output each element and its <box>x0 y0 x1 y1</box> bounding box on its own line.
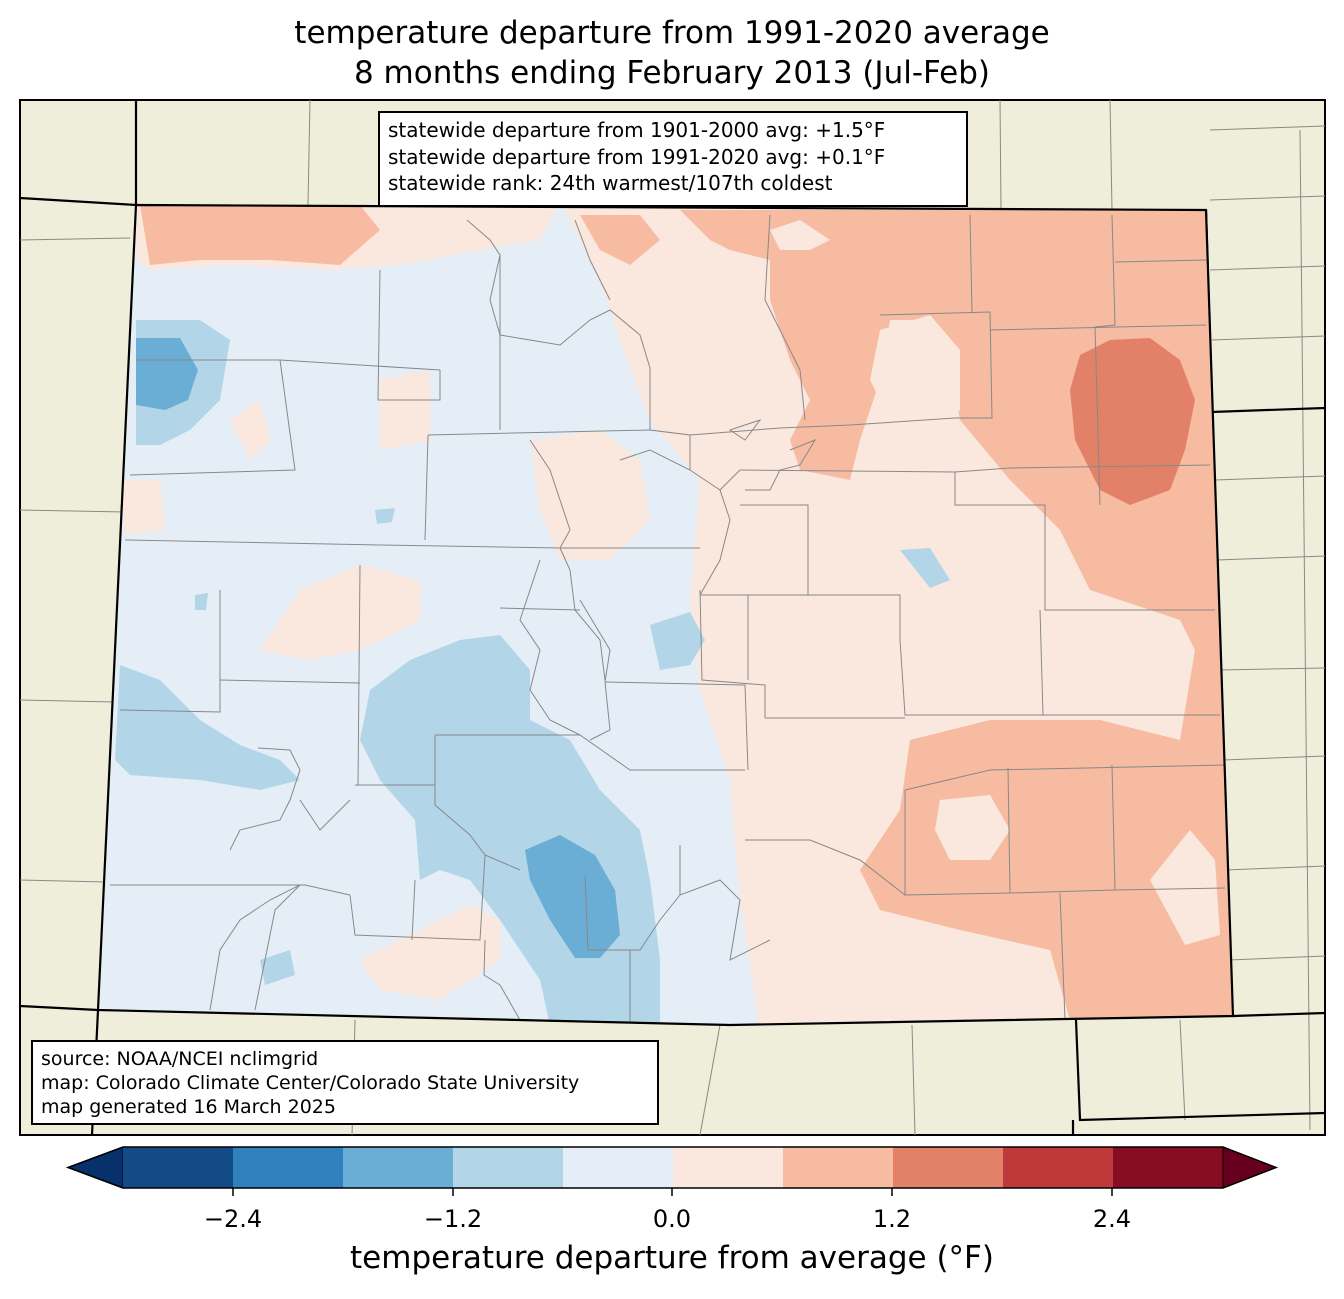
stats-line-1900-avg: statewide departure from 1901-2000 avg: … <box>388 118 886 142</box>
stats-line-rank: statewide rank: 24th warmest/107th colde… <box>388 171 833 195</box>
colorbar-bin <box>893 1147 1003 1188</box>
colorbar-tick-label: 0.0 <box>652 1205 692 1233</box>
colorbar <box>65 1146 1279 1196</box>
source-box: source: NOAA/NCEI nclimgrid map: Colorad… <box>31 1040 659 1125</box>
stats-line-1991-avg: statewide departure from 1991-2020 avg: … <box>388 144 886 169</box>
colorbar-outline <box>65 1146 1279 1189</box>
neighbor-county-lines <box>20 100 1325 1135</box>
colorbar-tick-label: 1.2 <box>872 1205 912 1233</box>
colorbar-bin <box>673 1147 783 1188</box>
colorbar-tick-label: 2.4 <box>1092 1205 1132 1233</box>
statewide-stats-box: statewide departure from 1901-2000 avg: … <box>378 111 968 207</box>
colorbar-extend-high <box>1222 1146 1278 1189</box>
colorbar-bin <box>233 1147 343 1188</box>
map-title: temperature departure from 1991-2020 ave… <box>294 15 1050 51</box>
colorbar-tick-label: −2.4 <box>203 1205 263 1233</box>
source-line-generated: map generated 16 March 2025 <box>41 1096 336 1118</box>
source-line-data: source: NOAA/NCEI nclimgrid <box>41 1048 319 1070</box>
colorbar-bin <box>453 1147 563 1188</box>
colorado-border <box>96 203 1235 1027</box>
source-line-map: map: Colorado Climate Center/Colorado St… <box>41 1072 580 1094</box>
colorbar-bin <box>563 1147 673 1188</box>
colorbar-bin <box>1113 1147 1223 1188</box>
colorbar-bin <box>1003 1147 1113 1188</box>
colorbar-tick-label: −1.2 <box>423 1205 483 1233</box>
colorado-county-lines <box>110 214 1226 1025</box>
map-subtitle: 8 months ending February 2013 (Jul-Feb) <box>353 55 990 91</box>
colorbar-bin <box>783 1147 893 1188</box>
colorbar-bin <box>123 1147 233 1188</box>
colorbar-extend-low <box>66 1146 124 1189</box>
colorbar-bin <box>343 1147 453 1188</box>
colorbar-label: temperature departure from average (°F) <box>350 1240 994 1276</box>
